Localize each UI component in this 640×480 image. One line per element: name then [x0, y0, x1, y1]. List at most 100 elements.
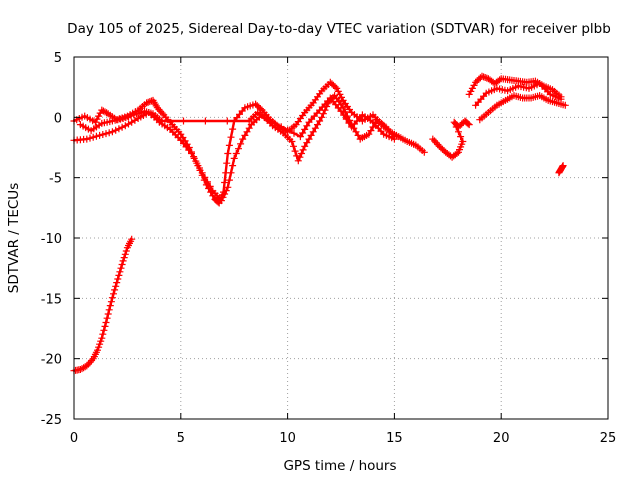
data-point — [91, 118, 99, 126]
data-point — [235, 145, 242, 153]
data-point — [190, 154, 198, 162]
data-point — [305, 135, 313, 143]
data-point — [331, 83, 339, 91]
data-point — [104, 310, 112, 318]
data-point — [303, 122, 311, 130]
y-tick-label: -25 — [41, 413, 62, 428]
data-point — [106, 302, 114, 310]
data-point — [96, 131, 104, 139]
data-point — [108, 128, 116, 136]
series-lower-track — [70, 92, 398, 205]
data-point — [117, 264, 125, 272]
data-point — [92, 132, 100, 140]
plot-data — [70, 72, 569, 375]
x-tick-label: 10 — [279, 431, 296, 446]
data-point — [128, 235, 136, 243]
data-point — [293, 152, 301, 160]
data-point — [111, 286, 119, 294]
data-point — [342, 115, 350, 123]
data-point — [101, 322, 109, 330]
data-point — [561, 101, 569, 109]
data-point — [352, 128, 360, 136]
data-point — [309, 128, 317, 136]
data-point — [89, 133, 97, 141]
data-point — [455, 123, 462, 131]
series-gap-segment — [429, 117, 473, 161]
data-point — [95, 112, 103, 120]
series-late-lower — [476, 92, 569, 124]
data-point — [299, 146, 307, 154]
axis-ticks: 0 5 10 15 20 25 -25 -20 -15 -10 -5 0 5 — [41, 51, 617, 446]
data-point — [316, 117, 324, 125]
data-point — [105, 129, 113, 137]
data-point — [237, 140, 245, 148]
series-end-fragment — [555, 162, 567, 177]
x-axis-label: GPS time / hours — [283, 458, 396, 474]
data-point — [453, 150, 461, 157]
data-point — [108, 294, 116, 302]
data-point — [253, 102, 261, 110]
x-tick-label: 5 — [177, 431, 185, 446]
data-point — [98, 334, 106, 342]
x-tick-label: 20 — [493, 431, 510, 446]
data-point — [100, 326, 108, 334]
x-tick-label: 15 — [386, 431, 403, 446]
data-point — [255, 103, 263, 111]
data-point — [122, 247, 130, 255]
data-point — [119, 257, 127, 265]
y-tick-label: 5 — [54, 51, 62, 66]
data-point — [288, 138, 296, 145]
series-middle-track — [76, 94, 398, 143]
y-axis-label: SDTVAR / TECUs — [6, 183, 22, 293]
data-point — [201, 117, 209, 125]
data-point — [201, 173, 209, 181]
data-point — [105, 306, 113, 314]
data-point — [180, 117, 187, 125]
data-point — [224, 150, 232, 157]
data-point — [86, 134, 94, 142]
data-point — [458, 120, 466, 128]
data-point — [465, 90, 473, 98]
data-point — [222, 187, 230, 195]
data-point — [456, 122, 464, 129]
data-point — [475, 75, 483, 83]
data-point — [284, 126, 292, 134]
data-point — [299, 129, 307, 137]
data-point — [290, 142, 297, 150]
data-point — [158, 117, 166, 125]
data-point — [116, 268, 124, 276]
data-point — [245, 124, 253, 132]
data-point — [559, 162, 567, 170]
data-point — [318, 113, 326, 121]
data-point — [121, 250, 129, 258]
data-point — [470, 81, 478, 89]
x-tick-label: 0 — [70, 431, 78, 446]
data-point — [496, 76, 504, 84]
data-point — [298, 150, 305, 157]
y-tick-label: -5 — [49, 172, 62, 187]
data-point — [457, 133, 465, 141]
data-point — [296, 133, 304, 141]
data-point — [196, 164, 203, 172]
data-point — [113, 279, 121, 287]
data-point — [345, 119, 353, 127]
data-point — [120, 254, 128, 262]
data-point — [439, 145, 446, 153]
data-point — [338, 93, 345, 101]
data-point — [435, 142, 443, 150]
data-point — [118, 123, 126, 131]
data-point — [330, 81, 337, 89]
data-point — [468, 84, 476, 92]
data-point — [241, 131, 249, 139]
data-point — [271, 119, 279, 127]
data-point — [314, 121, 321, 129]
data-point — [227, 169, 235, 177]
y-tick-label: -20 — [41, 353, 62, 368]
data-point — [365, 130, 373, 138]
data-point — [204, 178, 211, 186]
x-tick-label: 25 — [600, 431, 617, 446]
data-point — [219, 193, 227, 201]
data-point — [93, 115, 101, 123]
chart-title: Day 105 of 2025, Sidereal Day-to-day VTE… — [67, 21, 611, 37]
data-point — [114, 275, 122, 283]
